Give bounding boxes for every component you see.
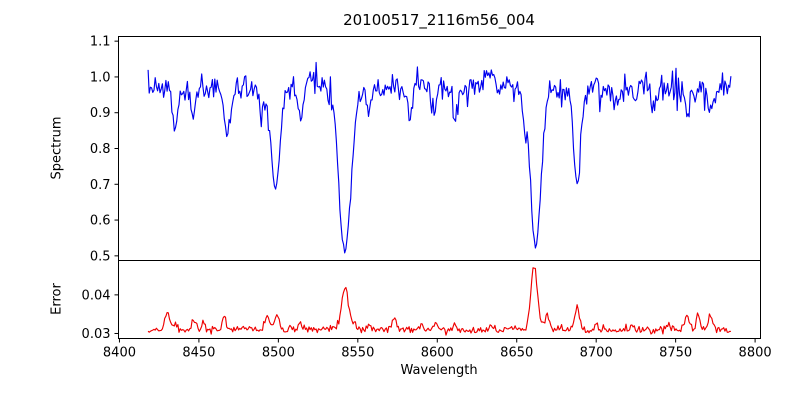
- error-line: [147, 267, 731, 336]
- x-tick-label: 8450: [182, 346, 215, 361]
- spectrum-line: [147, 61, 732, 254]
- x-tick-label: 8600: [421, 346, 454, 361]
- spectrum-y-axis-ticks: 0.5 0.6 0.7 0.8 0.9 1.0 1.1: [90, 35, 119, 264]
- y-tick-label: 0.8: [90, 142, 111, 157]
- x-tick-label: 8500: [262, 346, 295, 361]
- error-axes-frame: [118, 260, 761, 339]
- x-tick-label: 8550: [341, 346, 374, 361]
- error-panel: [147, 267, 731, 336]
- y-tick-label: 0.6: [90, 214, 111, 229]
- y-tick-label: 0.5: [90, 249, 111, 264]
- spectrum-y-axis-label: Spectrum: [49, 116, 65, 180]
- y-tick-label: 1.1: [90, 35, 111, 50]
- error-y-axis-ticks: 0.03 0.04: [82, 288, 119, 342]
- y-tick-label: 0.9: [90, 106, 111, 121]
- spectrum-panel: [147, 61, 732, 254]
- x-tick-label: 8700: [580, 346, 613, 361]
- x-tick-label: 8400: [103, 346, 136, 361]
- x-tick-label: 8750: [659, 346, 692, 361]
- y-tick-label: 1.0: [90, 70, 111, 85]
- x-axis-label: Wavelength: [400, 363, 478, 378]
- y-tick-label: 0.03: [82, 327, 111, 342]
- x-tick-label: 8650: [500, 346, 533, 361]
- chart-title: 20100517_2116m56_004: [343, 11, 535, 29]
- error-y-axis-label: Error: [49, 283, 65, 315]
- y-tick-label: 0.04: [82, 288, 111, 303]
- x-tick-label: 8800: [739, 346, 772, 361]
- y-tick-label: 0.7: [90, 178, 111, 193]
- spectrum-axes-frame: [118, 36, 761, 261]
- x-axis-ticks: 8400 8450 8500 8550 8600 8650 8700 8750 8800: [103, 338, 772, 361]
